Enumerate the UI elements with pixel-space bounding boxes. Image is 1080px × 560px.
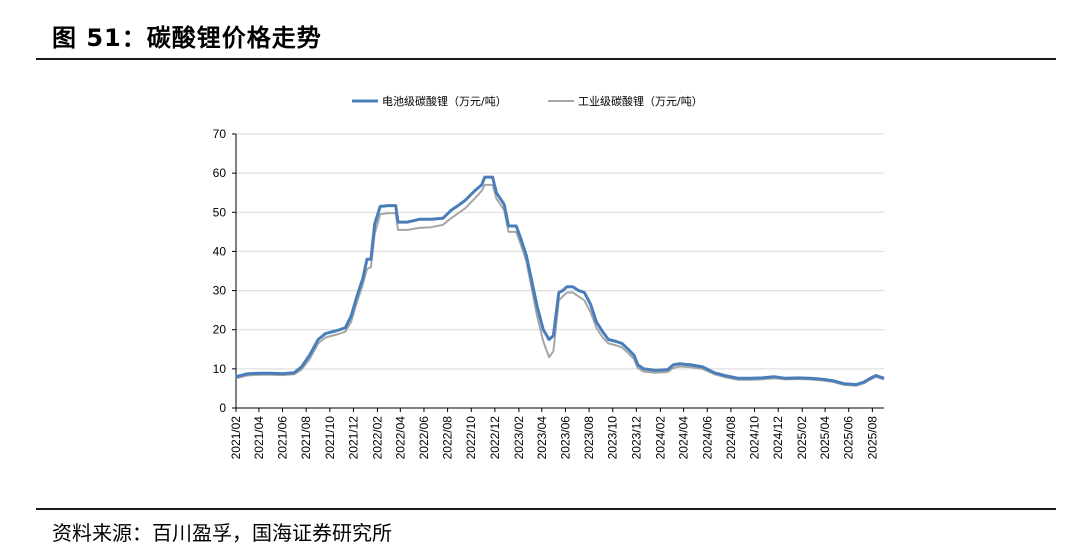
series-line-1 — [235, 175, 885, 386]
source-note: 资料来源：百川盈孚，国海证券研究所 — [52, 521, 392, 545]
x-tick-label: 2022/06 — [417, 416, 431, 460]
y-tick-label: 60 — [213, 166, 227, 180]
x-tick-label: 2021/10 — [323, 416, 337, 460]
x-tick-label: 2022/08 — [441, 416, 455, 460]
bottom-rule — [36, 508, 1056, 510]
x-tick-labels: 2021/02 2021/04 2021/06 2021/08 2021/10 2021/… — [229, 416, 879, 460]
x-tick-label: 2024/06 — [700, 416, 714, 460]
x-tick-label: 2025/08 — [865, 416, 879, 460]
axes — [232, 133, 884, 412]
x-tick-label: 2023/12 — [629, 416, 643, 460]
x-tick-label: 2021/12 — [346, 416, 360, 460]
x-tick-label: 2025/06 — [842, 416, 856, 460]
x-tick-label: 2022/02 — [370, 416, 384, 460]
series-lines — [235, 175, 885, 387]
x-tick-label: 2022/12 — [488, 416, 502, 460]
x-tick-label: 2025/02 — [795, 416, 809, 460]
x-tick-label: 2022/10 — [464, 416, 478, 460]
series-line-2 — [235, 183, 885, 387]
y-tick-label: 10 — [213, 362, 227, 376]
x-tick-label: 2021/06 — [276, 416, 290, 460]
y-tick-label: 70 — [213, 127, 227, 141]
x-tick-label: 2022/04 — [393, 416, 407, 460]
line-chart: 电池级碳酸锂（万元/吨） 工业级碳酸锂（万元/吨） 0 10 20 30 40 50 60 70… — [213, 94, 885, 460]
gridlines — [236, 133, 884, 370]
x-tick-label: 2024/02 — [653, 416, 667, 460]
x-tick-label: 2023/06 — [558, 416, 572, 460]
y-tick-label: 30 — [213, 284, 227, 298]
x-tick-label: 2021/08 — [299, 416, 313, 460]
x-tick-label: 2023/02 — [512, 416, 526, 460]
x-tick-label: 2025/04 — [818, 416, 832, 460]
figure-title: 图 51：碳酸锂价格走势 — [52, 24, 322, 52]
y-tick-label: 0 — [219, 401, 226, 415]
x-tick-label: 2023/04 — [535, 416, 549, 460]
x-tick-label: 2024/08 — [724, 416, 738, 460]
x-tick-label: 2024/04 — [677, 416, 691, 460]
x-tick-label: 2023/08 — [582, 416, 596, 460]
legend: 电池级碳酸锂（万元/吨） 工业级碳酸锂（万元/吨） — [352, 94, 703, 108]
x-tick-label: 2023/10 — [606, 416, 620, 460]
x-tick-label: 2021/02 — [229, 416, 243, 460]
y-tick-label: 20 — [213, 323, 227, 337]
legend-label: 工业级碳酸锂（万元/吨） — [578, 94, 703, 108]
legend-label: 电池级碳酸锂（万元/吨） — [382, 94, 507, 108]
y-tick-labels: 0 10 20 30 40 50 60 70 — [213, 127, 227, 415]
x-tick-label: 2021/04 — [252, 416, 266, 460]
x-tick-label: 2024/12 — [771, 416, 785, 460]
y-tick-label: 40 — [213, 244, 227, 258]
x-tick-label: 2024/10 — [748, 416, 762, 460]
top-rule — [36, 58, 1056, 60]
y-tick-label: 50 — [213, 205, 227, 219]
